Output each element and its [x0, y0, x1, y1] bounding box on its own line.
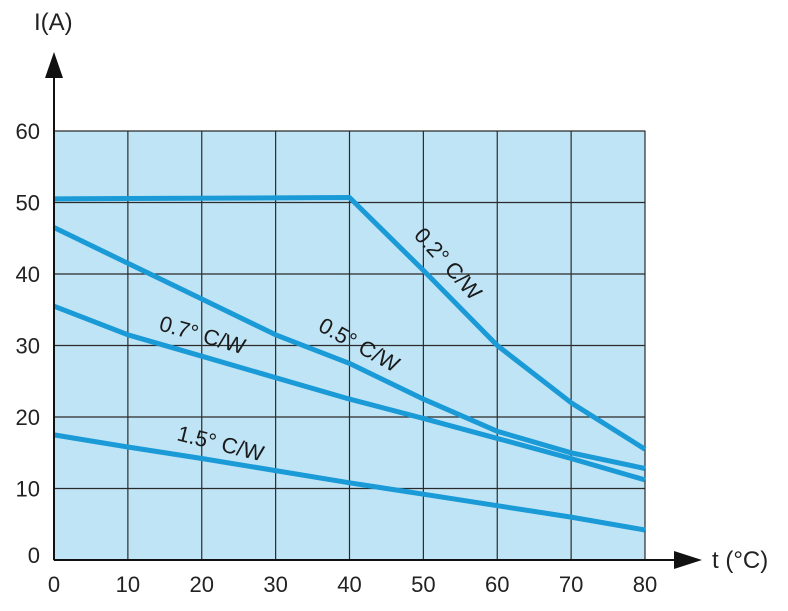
x-axis-arrow-icon — [674, 551, 702, 569]
x-tick-label: 30 — [263, 572, 287, 597]
grid-lines — [54, 130, 646, 560]
y-tick-label: 20 — [16, 405, 40, 430]
y-tick-label: 40 — [16, 262, 40, 287]
x-tick-label: 40 — [337, 572, 361, 597]
x-tick-label: 60 — [485, 572, 509, 597]
series-layer — [52, 195, 647, 533]
y-axis-arrow-icon — [45, 52, 63, 78]
series-line-0 — [53, 195, 647, 452]
x-tick-label: 10 — [116, 572, 140, 597]
y-axis-title: I(A) — [34, 9, 73, 36]
x-tick-label: 0 — [48, 572, 60, 597]
series-line-2 — [53, 303, 646, 483]
y-tick-label: 50 — [16, 191, 40, 216]
x-axis-title: t (°C) — [712, 547, 768, 574]
y-tick-label: 10 — [16, 477, 40, 502]
series-line-1 — [52, 225, 646, 471]
y-tick-label: 60 — [16, 119, 40, 144]
tick-labels: 0 10 20 30 40 50 60 70 80 0 10 20 30 40 50 60 — [16, 119, 658, 597]
x-tick-label: 20 — [190, 572, 214, 597]
y-tick-label: 0 — [28, 543, 40, 568]
x-tick-label: 70 — [559, 572, 583, 597]
axes — [45, 52, 702, 569]
y-tick-label: 30 — [16, 334, 40, 359]
series-line-3 — [53, 432, 646, 533]
x-tick-label: 80 — [633, 572, 657, 597]
x-tick-label: 50 — [411, 572, 435, 597]
